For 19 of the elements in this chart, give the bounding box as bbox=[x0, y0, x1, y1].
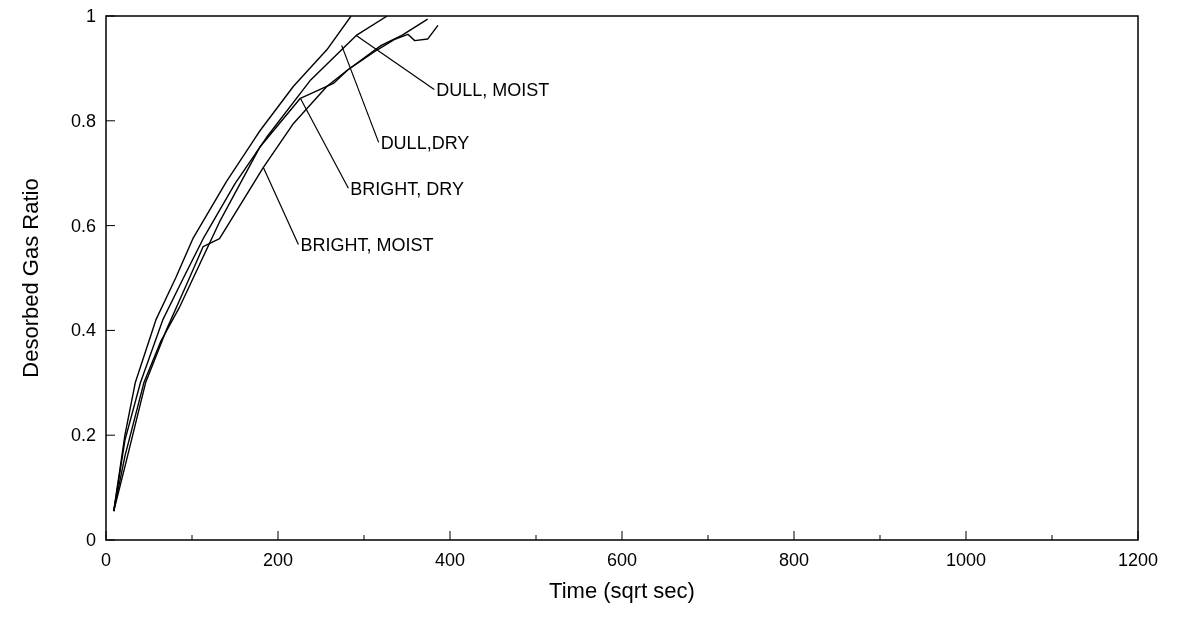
y-tick-label: 0.8 bbox=[70, 110, 96, 131]
annotation: BRIGHT, MOIST bbox=[300, 235, 434, 256]
y-tick-label: 1 bbox=[85, 6, 96, 26]
y-tick-label: 0.6 bbox=[70, 215, 96, 236]
y-axis-title: Desorbed Gas Ratio bbox=[18, 178, 43, 378]
annotation: DULL,DRY bbox=[380, 133, 470, 154]
x-axis-title: Time (sqrt sec) bbox=[549, 578, 695, 603]
y-tick-label: 0.2 bbox=[70, 425, 96, 446]
annotation: BRIGHT, DRY bbox=[350, 179, 465, 200]
x-tick-label: 200 bbox=[262, 550, 294, 570]
y-tick-label: 0 bbox=[85, 530, 96, 550]
x-tick-label: 1000 bbox=[945, 550, 987, 570]
x-tick-label: 800 bbox=[778, 550, 810, 570]
x-tick-label: 1200 bbox=[1117, 550, 1159, 570]
y-tick-label: 0.4 bbox=[70, 320, 96, 341]
x-tick-label: 600 bbox=[606, 550, 638, 570]
annotation: DULL, MOIST bbox=[436, 80, 550, 101]
x-tick-label: 400 bbox=[434, 550, 466, 570]
x-tick-label: 0 bbox=[100, 550, 112, 570]
